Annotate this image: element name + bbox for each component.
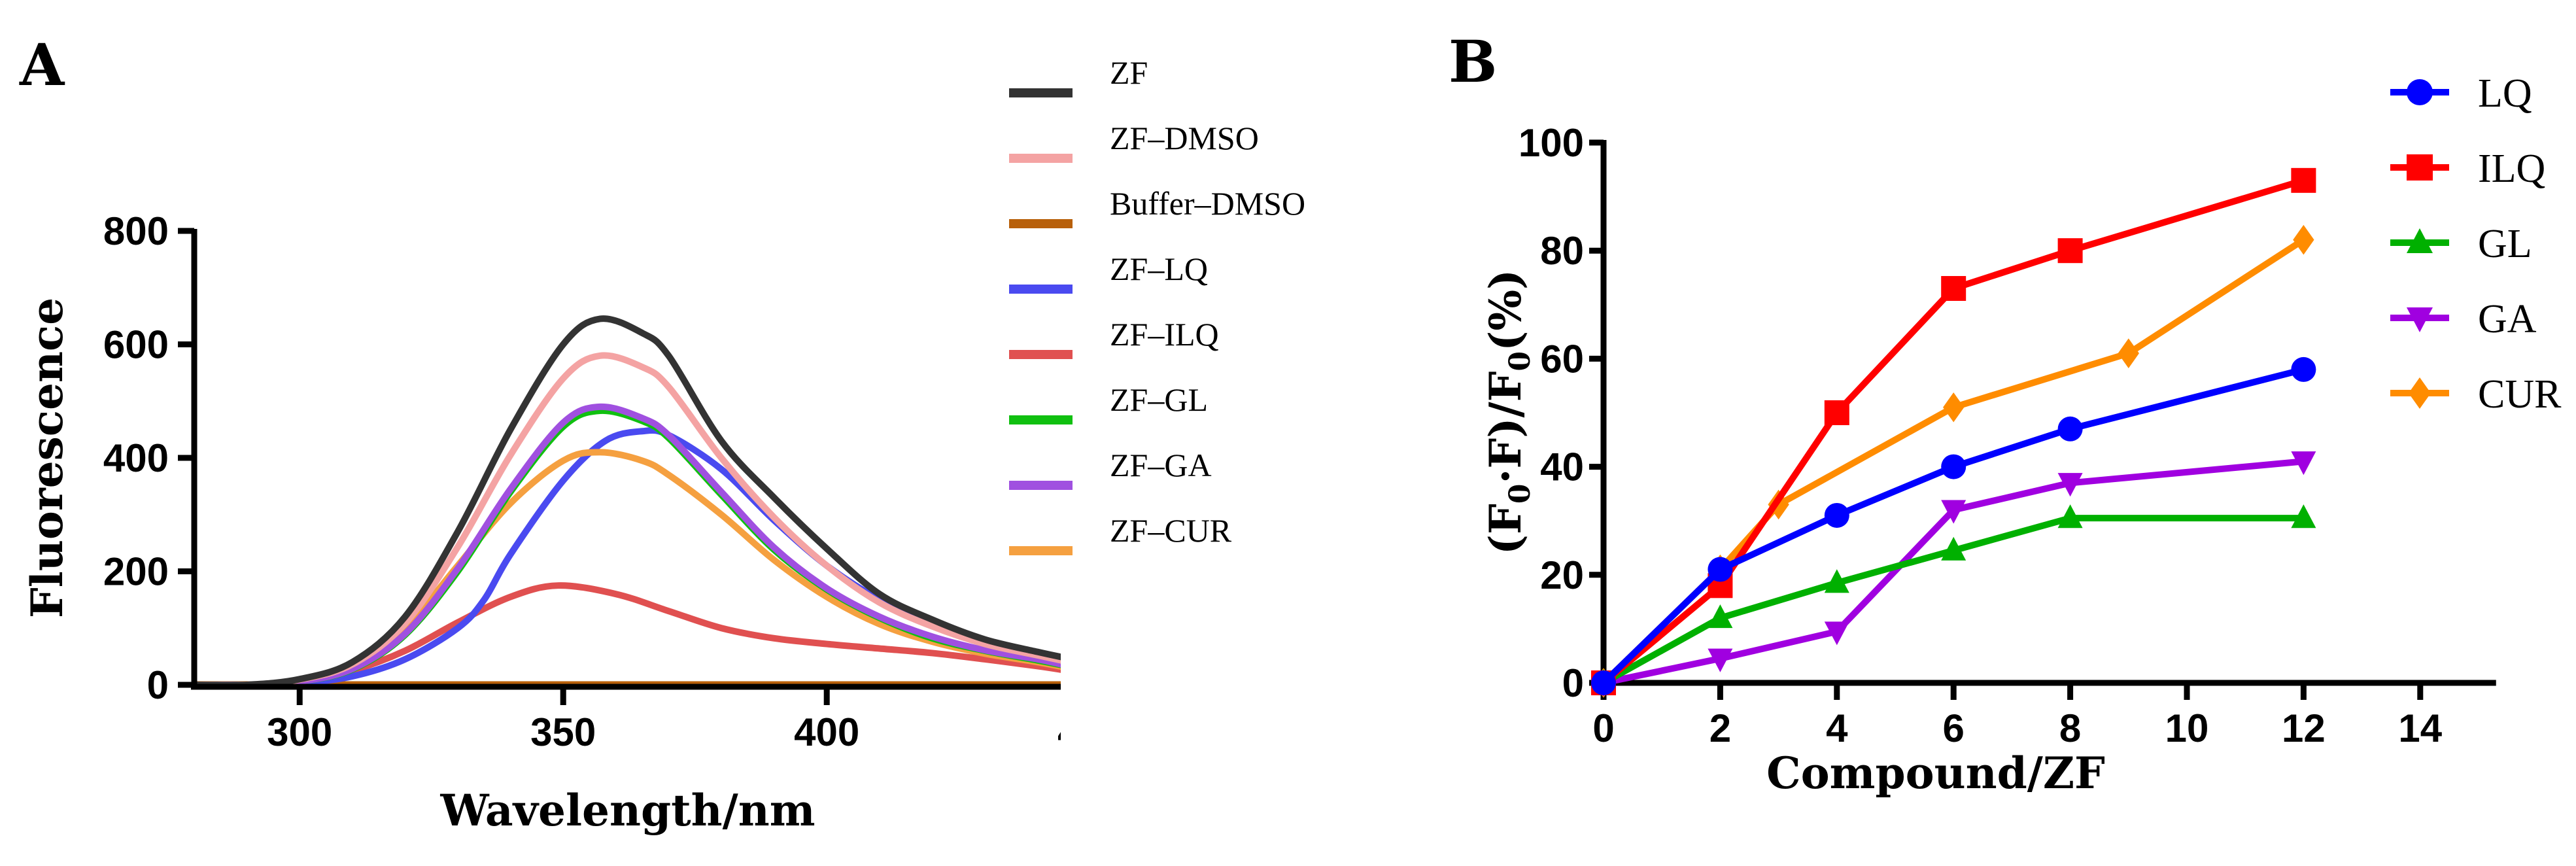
y-axis-title-subscript: 0 bbox=[1503, 484, 1537, 504]
legend-a: ZF ZF–DMSO Buffer–DMSO ZF–LQ ZF–ILQ ZF–GL ZF–G… bbox=[1009, 54, 1305, 555]
y-tick-label-b: 40 bbox=[1540, 445, 1584, 489]
data-point-lq bbox=[1708, 557, 1733, 582]
y-tick-label-a: 0 bbox=[147, 663, 169, 707]
x-axis-title-a: Wavelength/nm bbox=[439, 785, 815, 836]
series-lq bbox=[1591, 356, 2316, 695]
y-axis-title-part: ·F)/F bbox=[1480, 372, 1531, 484]
data-point-ilq bbox=[1824, 400, 1849, 425]
data-point-cur bbox=[2293, 224, 2314, 255]
data-point-ga bbox=[1708, 648, 1733, 672]
data-point-ga bbox=[1941, 500, 1966, 524]
data-point-lq bbox=[2291, 356, 2316, 382]
legend-label-zf-cur: ZF–CUR bbox=[1110, 512, 1232, 549]
y-tick-label-a: 800 bbox=[103, 209, 169, 253]
curve-zf-lq bbox=[194, 426, 1061, 689]
legend-marker-ilq bbox=[2407, 154, 2433, 181]
legend-label-zf: ZF bbox=[1110, 54, 1148, 91]
legend-marker-gl bbox=[2407, 228, 2433, 253]
legend-label-zf-dmso: ZF–DMSO bbox=[1110, 120, 1259, 156]
series-line-lq bbox=[1601, 366, 2305, 685]
legend-label-zf-ilq: ZF–ILQ bbox=[1110, 316, 1219, 353]
y-tick-label-b: 60 bbox=[1540, 337, 1584, 381]
data-point-gl bbox=[2057, 504, 2083, 528]
x-tick-label-b: 8 bbox=[2059, 706, 2081, 750]
x-tick-label-a: 400 bbox=[794, 710, 859, 754]
y-tick-label-b: 20 bbox=[1540, 553, 1584, 597]
x-axis-title-b: Compound/ZF bbox=[1766, 748, 2105, 799]
data-point-gl bbox=[1824, 569, 1849, 593]
x-tick-label-b: 2 bbox=[1709, 706, 1731, 750]
x-tick-label-b: 12 bbox=[2282, 706, 2326, 750]
legend-label-ga: GA bbox=[2478, 297, 2537, 341]
legend-label-zf-gl: ZF–GL bbox=[1110, 381, 1208, 418]
y-tick-label-a: 200 bbox=[103, 550, 169, 594]
y-axis-title-part: (F bbox=[1480, 504, 1531, 555]
data-point-cur bbox=[2118, 338, 2139, 368]
legend-marker-cur bbox=[2409, 377, 2431, 409]
data-point-ga bbox=[2291, 451, 2316, 476]
y-tick-label-b: 80 bbox=[1540, 229, 1584, 273]
legend-marker-lq bbox=[2407, 79, 2433, 105]
y-tick-label-b: 100 bbox=[1519, 121, 1584, 165]
plot-area-a bbox=[194, 315, 1061, 689]
series-ga bbox=[1591, 451, 2316, 697]
y-ticks-a: 0 200 400 600 800 bbox=[103, 209, 194, 707]
x-tick-label-a: 350 bbox=[530, 710, 596, 754]
data-point-gl bbox=[1708, 604, 1733, 629]
panel-label-b: B bbox=[1449, 27, 1497, 95]
data-point-lq bbox=[1941, 454, 1966, 479]
data-point-ga bbox=[1824, 621, 1849, 646]
panel-a: A Fluorescence Wavelength/nm 300 350 400 45… bbox=[19, 31, 1305, 836]
series-ilq bbox=[1591, 167, 2316, 695]
legend-label-buffer-dmso: Buffer–DMSO bbox=[1110, 185, 1305, 222]
curve-zf-ga bbox=[194, 403, 1061, 689]
data-point-lq bbox=[1591, 670, 1616, 695]
legend-b: LQ ILQ GL GA CUR bbox=[2390, 71, 2562, 417]
y-tick-label-a: 400 bbox=[103, 436, 169, 480]
x-tick-label-b: 6 bbox=[1943, 706, 1965, 750]
series-line-ilq bbox=[1601, 177, 2305, 685]
legend-label-gl: GL bbox=[2478, 222, 2532, 266]
legend-label-zf-lq: ZF–LQ bbox=[1110, 251, 1208, 287]
data-point-gl bbox=[2291, 504, 2316, 528]
data-point-gl bbox=[1941, 536, 1966, 561]
series-line-ga bbox=[1602, 458, 2304, 686]
x-tick-label-a: 450 bbox=[1057, 710, 1123, 754]
data-point-ilq bbox=[1941, 276, 1966, 302]
y-axis-title-a: Fluorescence bbox=[22, 298, 73, 618]
y-tick-label-a: 600 bbox=[103, 323, 169, 367]
legend-label-cur: CUR bbox=[2478, 372, 2562, 417]
x-ticks-a: 300 350 400 450 bbox=[267, 687, 1123, 754]
data-point-ilq bbox=[2291, 167, 2316, 193]
legend-marker-ga bbox=[2407, 307, 2433, 332]
data-point-ga bbox=[2057, 473, 2083, 497]
x-tick-label-b: 0 bbox=[1592, 706, 1614, 750]
legend-label-zf-ga: ZF–GA bbox=[1110, 447, 1212, 483]
legend-label-lq: LQ bbox=[2478, 71, 2532, 116]
curve-zf bbox=[194, 315, 1061, 689]
series-gl bbox=[1591, 504, 2316, 693]
legend-label-ilq: ILQ bbox=[2478, 147, 2545, 191]
x-tick-label-b: 10 bbox=[2165, 706, 2209, 750]
y-axis-title-part: (%) bbox=[1480, 269, 1531, 351]
x-tick-label-b: 4 bbox=[1826, 706, 1848, 750]
y-tick-label-b: 0 bbox=[1562, 661, 1584, 705]
panel-b: B (F0·F)/F0(%) Compound/ZF 0204060801000… bbox=[1449, 27, 2562, 799]
data-point-ilq bbox=[2057, 238, 2083, 264]
panel-label-a: A bbox=[19, 31, 65, 99]
axes-b: 0 20 40 60 80 100 0 2 4 6 8 10 12 14 bbox=[1519, 121, 2496, 750]
series-line-gl bbox=[1602, 515, 2304, 686]
y-axis-title-b: (F0·F)/F0(%) bbox=[1480, 269, 1537, 555]
data-point-lq bbox=[1824, 502, 1849, 528]
plot-area-b bbox=[1591, 167, 2316, 698]
data-point-cur bbox=[1943, 392, 1965, 423]
y-axis-title-subscript: 0 bbox=[1503, 351, 1537, 372]
data-point-lq bbox=[2057, 416, 2083, 442]
x-tick-label-b: 14 bbox=[2398, 706, 2442, 750]
x-tick-label-a: 300 bbox=[267, 710, 332, 754]
